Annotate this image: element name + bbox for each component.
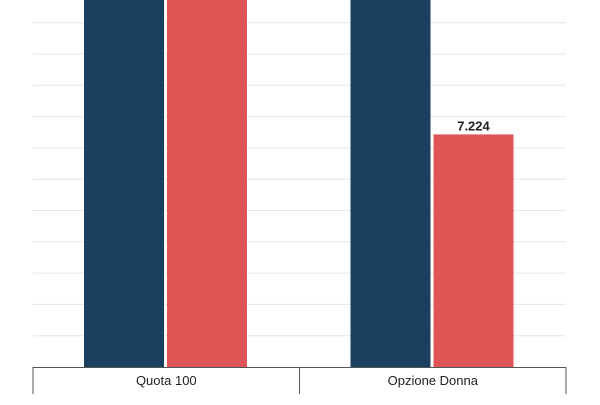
x-axis: Quota 100 Opzione Donna	[32, 367, 567, 394]
bars	[84, 0, 514, 367]
x-tick-label-1: Opzione Donna	[388, 373, 479, 388]
bar-series2-1	[433, 134, 514, 367]
bar-series1-1	[350, 0, 431, 367]
data-labels: 43.08627.5997.224	[457, 118, 490, 133]
bar-series2-0	[167, 0, 247, 367]
x-tick-label-0: Quota 100	[136, 373, 197, 388]
data-label-series2-1: 7.224	[457, 118, 490, 133]
bar-series1-0	[84, 0, 164, 367]
